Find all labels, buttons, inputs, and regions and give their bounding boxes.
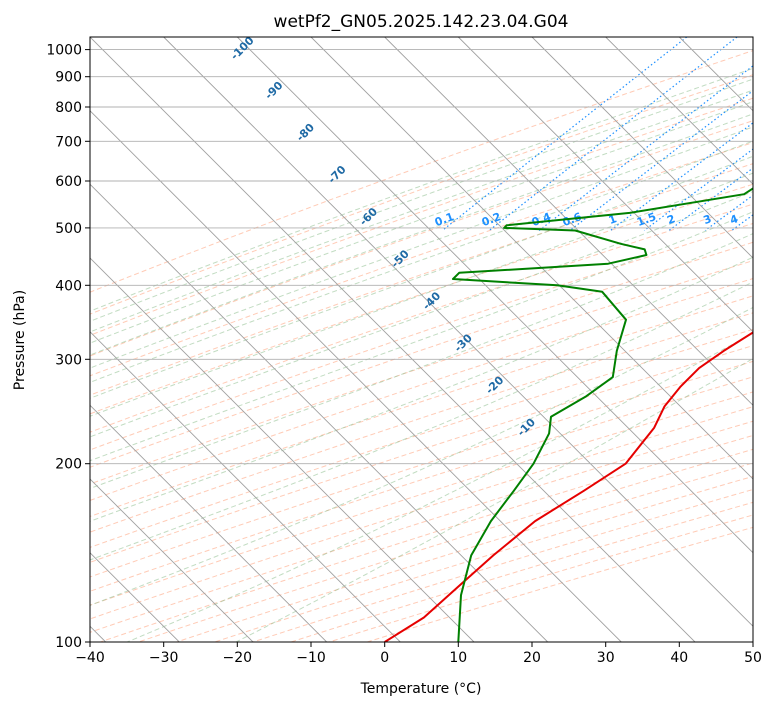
y-tick-label: 500 [55, 221, 82, 237]
x-tick-label: 0 [380, 650, 389, 666]
moist-adiabat-line [0, 37, 775, 642]
y-tick-label: 200 [55, 457, 82, 473]
moist-adiabat-line [0, 37, 775, 642]
isotherm-line [0, 37, 400, 642]
moist-adiabat-line [0, 37, 775, 642]
mixing-ratio-label: 1.5 [635, 210, 658, 229]
y-tick-label: 300 [55, 352, 82, 368]
isotherm-line [237, 37, 775, 642]
mixing-ratio-line [644, 35, 775, 231]
mixing-ratio-label: 0.2 [480, 210, 503, 229]
y-tick-label: 900 [55, 70, 82, 86]
isotherm-label: -70 [325, 163, 348, 186]
isotherm-line [385, 37, 775, 642]
x-tick-label: −40 [75, 650, 105, 666]
moist-adiabat-line [0, 37, 775, 642]
y-tick-label: 1000 [46, 43, 82, 59]
dry-adiabat-line [212, 35, 775, 656]
mixing-ratio-label: 0.4 [530, 210, 553, 229]
mixing-ratio-line [705, 35, 775, 231]
mixing-ratio-line [669, 35, 775, 231]
x-tick-label: −20 [223, 650, 253, 666]
dry-adiabat-line [325, 35, 775, 656]
x-tick-label: −30 [149, 650, 179, 666]
isotherm-line [90, 37, 695, 642]
moist-adiabat-line [0, 37, 775, 642]
isotherm-label: -50 [389, 247, 412, 270]
isotherm-label: -60 [357, 205, 380, 228]
mixing-ratio-line [442, 35, 690, 231]
moist-adiabat-line [0, 37, 775, 642]
isotherm-line [679, 37, 775, 642]
line-labels: 0.10.20.40.611.52346810131620253036-100-… [0, 34, 775, 599]
moist-adiabat-line [0, 37, 775, 642]
dry-adiabat-line [62, 35, 775, 656]
moist-adiabat-line [0, 37, 775, 642]
mixing-ratio-label: 2 [665, 212, 677, 227]
moist-adiabat-line [0, 37, 775, 642]
isotherm-line [0, 37, 474, 642]
x-tick-label: −10 [296, 650, 326, 666]
grid-lines [0, 37, 775, 642]
mixing-ratio-label: 4 [728, 212, 740, 227]
moist-adiabat-line [0, 37, 775, 642]
moist-adiabat-line [0, 37, 775, 642]
y-axis-label: Pressure (hPa) [12, 290, 28, 390]
dewpoint-line [453, 63, 775, 642]
y-tick-label: 800 [55, 100, 82, 116]
background-lines [0, 35, 775, 656]
mixing-ratio-label: 3 [702, 212, 714, 227]
mixing-ratio-line [570, 35, 775, 231]
isotherm-label: -10 [515, 415, 538, 438]
mixing-ratio-line [611, 35, 775, 231]
x-tick-label: 50 [744, 650, 762, 666]
moist-adiabat-line [0, 37, 775, 642]
x-axis-label: Temperature (°C) [360, 681, 482, 697]
isotherm-line [532, 37, 775, 642]
isotherm-line [16, 37, 621, 642]
isotherm-line [753, 37, 775, 642]
x-tick-label: 20 [523, 650, 541, 666]
mixing-ratio-label: 0.1 [433, 210, 456, 229]
mixing-ratio-label: 6 [767, 212, 775, 227]
y-tick-label: 600 [55, 174, 82, 190]
isotherm-line [0, 37, 253, 642]
moist-adiabat-line [0, 37, 775, 642]
dry-adiabat-line [24, 35, 775, 656]
isotherm-label: -80 [294, 121, 317, 144]
x-tick-label: 30 [597, 650, 615, 666]
x-tick-label: 10 [449, 650, 467, 666]
y-tick-label: 400 [55, 278, 82, 294]
x-tick-label: 40 [670, 650, 688, 666]
mixing-ratio-line [771, 35, 775, 231]
y-tick-label: 100 [55, 635, 82, 651]
y-tick-label: 700 [55, 134, 82, 150]
chart-title: wetPf2_GN05.2025.142.23.04.G04 [274, 12, 569, 32]
dry-adiabat-line [287, 35, 775, 656]
moist-adiabat-line [0, 37, 775, 642]
moist-adiabat-line [0, 37, 775, 642]
isotherm-label: -100 [228, 34, 257, 63]
